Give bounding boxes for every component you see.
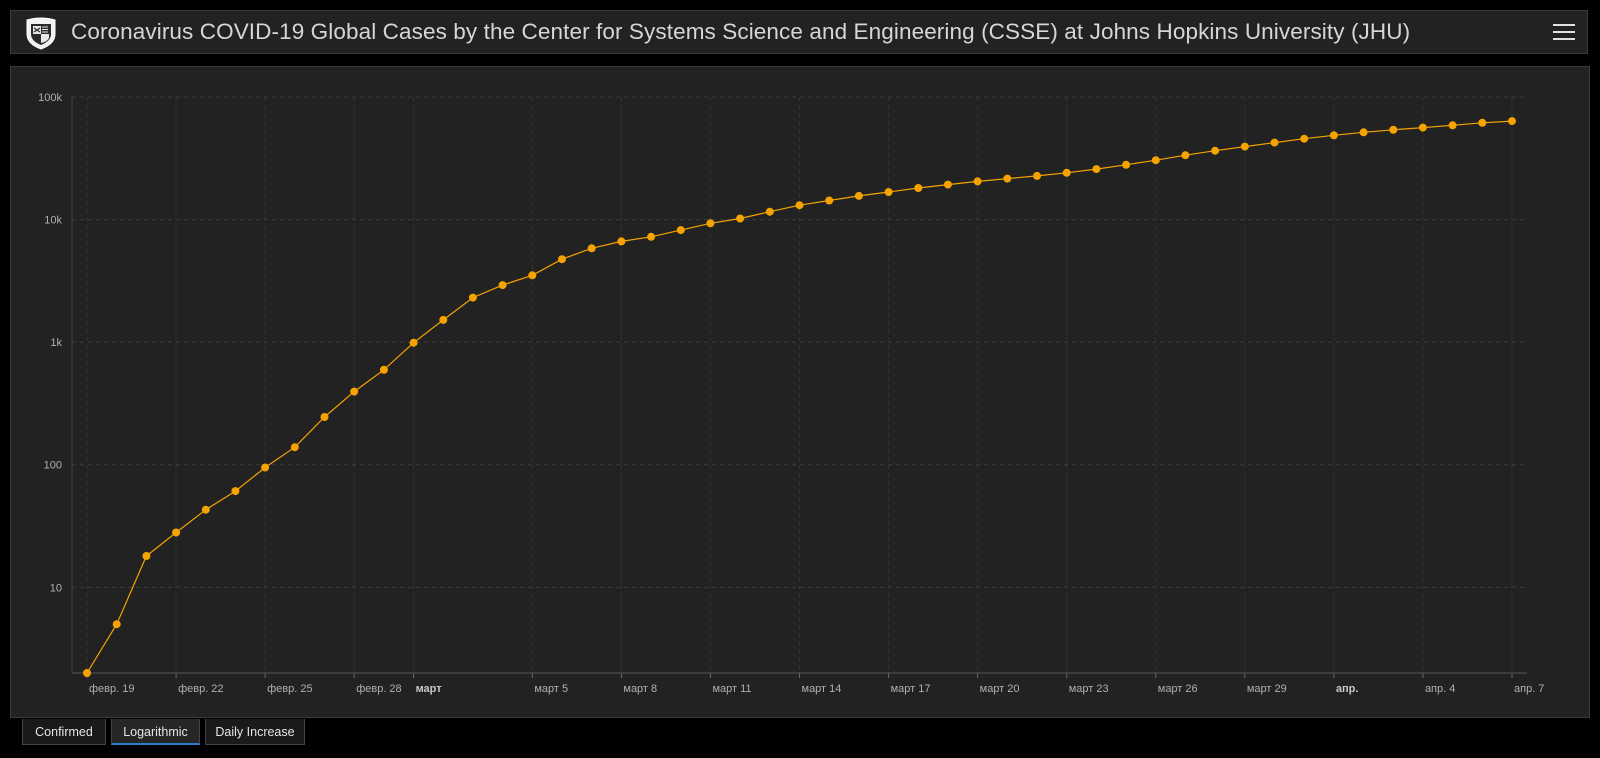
hamburger-menu-icon[interactable] bbox=[1553, 21, 1575, 43]
data-point bbox=[468, 293, 477, 302]
data-point bbox=[854, 191, 863, 200]
tab-confirmed[interactable]: Confirmed bbox=[22, 719, 106, 745]
x-tick-label: апр. 4 bbox=[1425, 683, 1455, 695]
data-point bbox=[1359, 128, 1368, 137]
data-point bbox=[1033, 171, 1041, 180]
data-point bbox=[1211, 146, 1220, 155]
data-point bbox=[1240, 142, 1249, 151]
data-point bbox=[1478, 118, 1487, 127]
data-point bbox=[498, 281, 507, 290]
x-tick-label: март 8 bbox=[623, 683, 657, 695]
data-point bbox=[1062, 168, 1071, 177]
x-tick-label: февр. 25 bbox=[267, 683, 312, 695]
x-tick-label: апр. bbox=[1336, 683, 1359, 695]
x-tick-label: февр. 28 bbox=[356, 683, 401, 695]
data-point bbox=[1122, 160, 1131, 169]
y-tick-label: 100 bbox=[44, 460, 62, 472]
data-point bbox=[765, 207, 774, 216]
data-point bbox=[647, 232, 656, 241]
data-point bbox=[1329, 131, 1338, 140]
data-point bbox=[1092, 165, 1101, 174]
data-point bbox=[1151, 156, 1160, 165]
page-title: Coronavirus COVID-19 Global Cases by the… bbox=[71, 19, 1411, 44]
data-point bbox=[587, 244, 596, 253]
data-point bbox=[1389, 125, 1398, 134]
data-point bbox=[261, 463, 270, 472]
data-point bbox=[825, 196, 834, 205]
data-point bbox=[231, 487, 240, 496]
cases-line-chart: 10 100 1k 10k 100k февр. 19 февр. 22 февр. 25 фе… bbox=[38, 92, 1544, 695]
data-point bbox=[1418, 123, 1427, 132]
x-tick-label: апр. 7 bbox=[1514, 683, 1544, 695]
data-point bbox=[172, 528, 181, 537]
y-tick-label: 10k bbox=[44, 215, 62, 227]
data-point bbox=[558, 255, 566, 264]
y-tick-label: 1k bbox=[50, 337, 62, 349]
data-point bbox=[617, 237, 626, 246]
data-point bbox=[973, 177, 982, 186]
data-point bbox=[142, 552, 151, 560]
data-point bbox=[350, 387, 359, 396]
tab-logarithmic[interactable]: Logarithmic bbox=[111, 719, 200, 745]
data-point bbox=[290, 443, 299, 452]
data-point bbox=[676, 226, 685, 235]
data-point bbox=[1508, 117, 1516, 126]
data-point bbox=[706, 219, 715, 228]
data-point bbox=[1181, 151, 1190, 160]
data-point bbox=[795, 201, 804, 210]
x-tick-label: март 11 bbox=[712, 683, 751, 695]
jhu-shield-icon bbox=[26, 17, 56, 50]
y-tick-label: 10 bbox=[50, 582, 62, 594]
data-point bbox=[320, 413, 329, 421]
data-point bbox=[528, 271, 537, 280]
header-bar: Coronavirus COVID-19 Global Cases by the… bbox=[10, 10, 1588, 54]
data-point bbox=[1300, 134, 1309, 143]
x-tick-label: март bbox=[416, 683, 443, 695]
x-tick-label: март 23 bbox=[1069, 683, 1109, 695]
x-tick-label: март 17 bbox=[891, 683, 931, 695]
data-point bbox=[1448, 121, 1457, 130]
data-point bbox=[884, 188, 893, 196]
data-point bbox=[1003, 174, 1012, 183]
x-tick-label: март 14 bbox=[802, 683, 842, 695]
x-tick-label: март 20 bbox=[980, 683, 1020, 695]
data-point bbox=[439, 315, 448, 324]
x-tick-label: март 5 bbox=[534, 683, 568, 695]
data-point bbox=[914, 184, 923, 192]
data-point bbox=[943, 180, 952, 189]
data-point bbox=[201, 505, 210, 514]
tab-daily-increase[interactable]: Daily Increase bbox=[205, 719, 305, 745]
data-point bbox=[1270, 138, 1279, 147]
data-point bbox=[736, 214, 745, 223]
x-tick-label: март 26 bbox=[1158, 683, 1198, 695]
data-point bbox=[379, 365, 388, 374]
x-tick-label: февр. 19 bbox=[89, 683, 134, 695]
data-point bbox=[112, 620, 121, 629]
chart-panel: 10 100 1k 10k 100k февр. 19 февр. 22 февр. 25 фе… bbox=[10, 66, 1590, 718]
data-point bbox=[83, 669, 91, 677]
x-tick-label: февр. 22 bbox=[178, 683, 223, 695]
y-tick-label: 100k bbox=[38, 92, 62, 104]
data-point bbox=[409, 338, 418, 347]
x-tick-label: март 29 bbox=[1247, 683, 1287, 695]
